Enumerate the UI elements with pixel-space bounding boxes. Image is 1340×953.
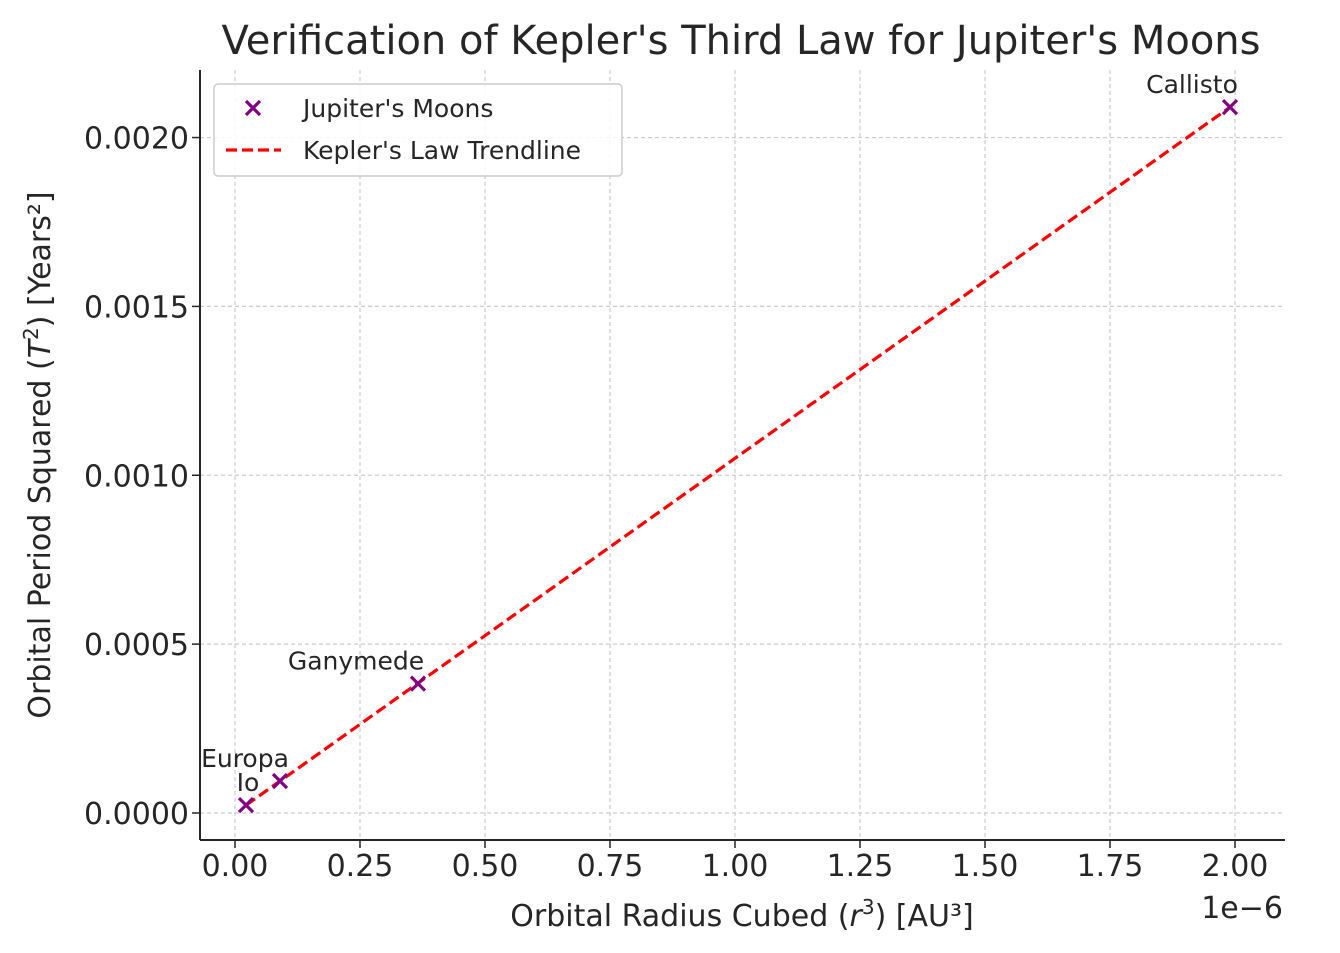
x-tick-label: 1.75 — [1077, 849, 1144, 884]
legend-label-trendline: Kepler's Law Trendline — [303, 136, 581, 165]
data-point — [237, 796, 255, 814]
x-offset-label: 1e−6 — [1201, 891, 1283, 926]
trendline — [245, 105, 1231, 807]
x-ticks: 0.00 0.25 0.50 0.75 1.00 1.25 1.50 1.75 2.00 — [202, 840, 1269, 884]
x-tick-label: 1.00 — [702, 849, 769, 884]
x-tick-label: 0.25 — [327, 849, 394, 884]
y-axis-label: Orbital Period Squared (T2) [Years²] — [19, 191, 58, 718]
grid — [200, 70, 1285, 840]
trendline-layer — [245, 105, 1231, 807]
point-label: Callisto — [1146, 70, 1238, 99]
point-label: Io — [237, 768, 260, 797]
x-tick-label: 1.50 — [952, 849, 1019, 884]
point-label: Europa — [201, 744, 289, 773]
y-ticks: 0.0000 0.0005 0.0010 0.0015 0.0020 — [84, 122, 200, 832]
x-tick-label: 0.00 — [202, 849, 269, 884]
x-tick-label: 2.00 — [1202, 849, 1269, 884]
x-tick-label: 0.75 — [577, 849, 644, 884]
legend: Jupiter's Moons Kepler's Law Trendline — [213, 83, 623, 177]
legend-label-moons: Jupiter's Moons — [301, 94, 493, 123]
x-tick-label: 1.25 — [827, 849, 894, 884]
point-label: Ganymede — [288, 647, 424, 676]
y-tick-label: 0.0000 — [84, 797, 189, 832]
y-tick-label: 0.0005 — [84, 628, 189, 663]
chart-title: Verification of Kepler's Third Law for J… — [222, 18, 1261, 64]
data-point — [1221, 99, 1239, 116]
data-point — [409, 675, 427, 692]
legend-box — [213, 83, 623, 177]
legend-marker-icon — [244, 99, 262, 117]
y-tick-label: 0.0015 — [84, 290, 189, 325]
x-tick-label: 0.50 — [452, 849, 519, 884]
marker-layer — [237, 99, 1239, 814]
data-point — [271, 772, 289, 790]
y-tick-label: 0.0010 — [84, 459, 189, 494]
y-tick-label: 0.0020 — [84, 122, 189, 157]
x-axis-label: Orbital Radius Cubed (r3) [AU³] — [510, 895, 973, 934]
